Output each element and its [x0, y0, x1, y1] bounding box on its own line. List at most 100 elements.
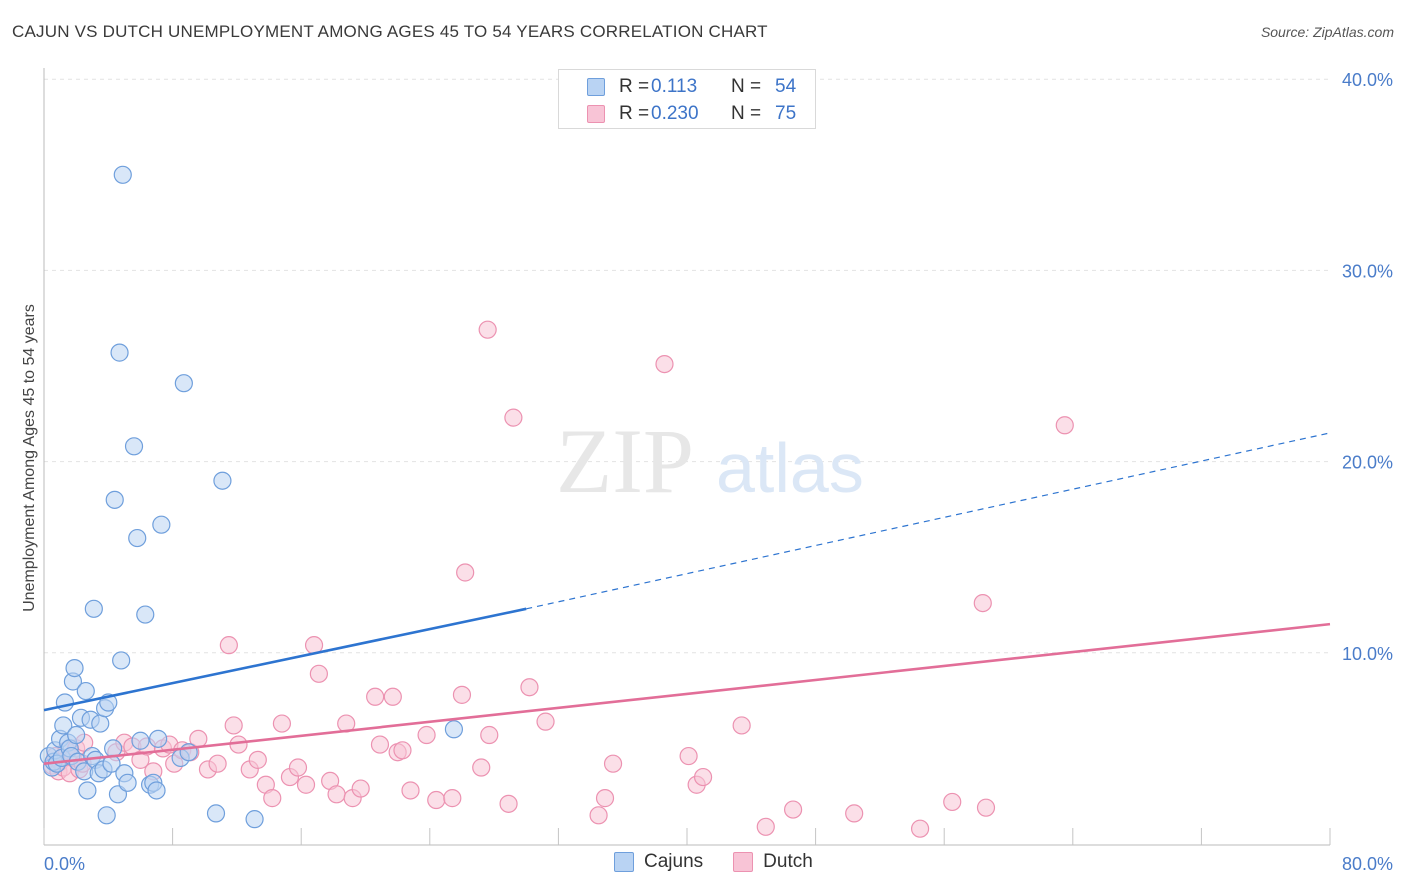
cajuns-points: [39, 165, 464, 829]
dutch-r-value: 0.230: [651, 103, 699, 124]
dutch-swatch: [587, 105, 605, 123]
dutch-point: [393, 741, 412, 760]
dutch-point: [401, 781, 420, 800]
series-legend: Cajuns Dutch: [614, 851, 843, 873]
cajuns-point: [67, 725, 86, 745]
dutch-point: [520, 678, 539, 697]
dutch-point: [370, 735, 390, 754]
legend-row-dutch: R = 0.230 N = 75: [587, 101, 796, 127]
cajuns-trend-line: [43, 607, 527, 712]
cajuns-trend-extension: [526, 432, 1331, 610]
cajuns-r-value: 0.113: [651, 76, 698, 97]
dutch-point: [272, 714, 292, 733]
cajuns-point: [124, 437, 144, 456]
dutch-point: [910, 819, 930, 838]
cajuns-point: [113, 165, 132, 184]
dutch-point: [480, 725, 499, 745]
dutch-point: [456, 563, 475, 582]
dutch-point: [732, 716, 751, 735]
y-tick-label: 30.0%: [1342, 261, 1393, 281]
tick-labels: 10.0% 20.0% 30.0% 40.0% 0.0% 80.0%: [44, 70, 1393, 874]
dutch-point: [417, 725, 436, 745]
legend-item-dutch[interactable]: Dutch: [733, 851, 813, 873]
x-tick-label: 0.0%: [44, 854, 85, 874]
cajuns-point: [91, 714, 110, 733]
dutch-point: [679, 746, 698, 766]
dutch-point: [366, 687, 385, 706]
dutch-point: [499, 794, 518, 813]
dutch-point: [263, 789, 282, 808]
cajuns-point: [84, 599, 103, 618]
dutch-point: [219, 636, 238, 655]
cajuns-legend-label: Cajuns: [644, 851, 704, 872]
cajuns-point: [444, 720, 464, 739]
dutch-point: [973, 593, 992, 613]
cajuns-point: [118, 773, 137, 792]
y-tick-label: 10.0%: [1342, 644, 1393, 664]
dutch-legend-label: Dutch: [763, 851, 813, 872]
trend-lines: [43, 432, 1331, 765]
watermark-zip: ZIP: [556, 410, 694, 512]
legend-item-cajuns[interactable]: Cajuns: [614, 851, 703, 873]
watermark-atlas: atlas: [716, 429, 864, 507]
dutch-point: [288, 758, 308, 777]
r-label: R =: [619, 76, 650, 97]
cajuns-point: [136, 605, 155, 624]
r-label: R =: [619, 103, 650, 124]
dutch-point: [452, 685, 472, 704]
dutch-legend-swatch: [733, 852, 754, 872]
dutch-point: [224, 716, 243, 735]
dutch-point: [1055, 416, 1074, 435]
dutch-point: [427, 790, 446, 810]
axes: [43, 68, 1331, 846]
dutch-point: [383, 687, 402, 706]
dutch-point: [595, 789, 615, 808]
grid-lines: [44, 78, 1330, 654]
cajuns-legend-swatch: [614, 852, 634, 872]
dutch-point: [845, 804, 864, 823]
dutch-point: [693, 767, 713, 787]
cajuns-point: [245, 810, 264, 829]
source-credit: Source: ZipAtlas.com: [1260, 24, 1394, 40]
dutch-point: [756, 817, 775, 836]
cajuns-swatch: [587, 78, 605, 96]
cajuns-point: [213, 471, 232, 490]
watermark: ZIP atlas: [556, 410, 864, 512]
dutch-point: [309, 664, 328, 683]
y-tick-label: 40.0%: [1342, 70, 1393, 90]
cajuns-n-value: 54: [775, 76, 797, 97]
cajuns-point: [152, 515, 171, 534]
cajuns-point: [128, 528, 147, 548]
cajuns-point: [65, 658, 84, 678]
y-tick-label: 20.0%: [1342, 453, 1393, 473]
dutch-point: [536, 712, 555, 731]
dutch-point: [603, 754, 623, 773]
cajuns-point: [147, 781, 166, 800]
cajuns-point: [206, 804, 226, 823]
dutch-trend-line: [43, 622, 1331, 765]
cajuns-point: [110, 343, 129, 362]
dutch-point: [296, 775, 316, 794]
dutch-point: [208, 754, 227, 773]
stats-legend: R = 0.113 N = 54 R = 0.230 N = 75: [558, 69, 816, 129]
dutch-point: [351, 779, 370, 798]
cajuns-point: [78, 781, 97, 800]
cajuns-point: [131, 731, 150, 750]
dutch-n-value: 75: [775, 103, 797, 124]
n-label: N =: [731, 76, 762, 97]
dutch-point: [976, 798, 996, 817]
legend-row-cajuns: R = 0.113 N = 54: [587, 74, 796, 100]
cajuns-point: [105, 490, 124, 509]
dutch-point: [248, 750, 267, 769]
cajuns-point: [112, 651, 131, 670]
cajuns-point: [149, 729, 168, 748]
n-label: N =: [731, 103, 762, 124]
dutch-point: [943, 792, 962, 812]
dutch-point: [478, 320, 497, 339]
cajuns-point: [55, 693, 74, 712]
cajuns-point: [174, 374, 193, 393]
x-tick-label: 80.0%: [1342, 854, 1393, 874]
cajuns-point: [97, 806, 116, 825]
dutch-point: [589, 806, 608, 825]
